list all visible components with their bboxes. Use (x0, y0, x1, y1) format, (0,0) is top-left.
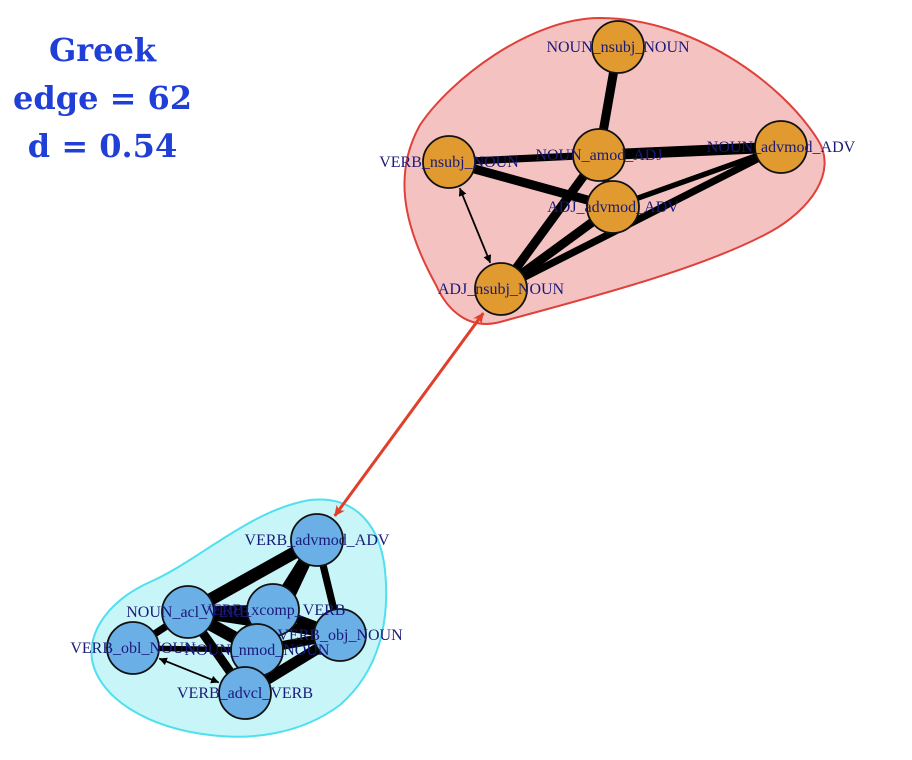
node-label-ADJ_advmod_ADV: ADJ_advmod_ADV (547, 199, 679, 216)
node-ADJ_nsubj_NOUN (474, 262, 528, 316)
inter-community-edge-layer (333, 312, 485, 517)
node-label-NOUN_nmod_NOUN: NOUN_nmod_NOUN (185, 642, 330, 659)
edge-NOUN_advmod_ADV-ADJ_nsubj_NOUN (497, 143, 785, 293)
node-ADJ_advmod_ADV (586, 180, 640, 234)
node-NOUN_nsubj_NOUN (591, 20, 645, 74)
node-label-VERB_obj_NOUN: VERB_obj_NOUN (277, 627, 403, 644)
inter-community-edge (333, 312, 485, 517)
node-label-VERB_xcomp_VERB: VERB_xcomp_VERB (201, 602, 346, 619)
node-NOUN_amod_ADJ (572, 128, 626, 182)
node-label-NOUN_amod_ADJ: NOUN_amod_ADJ (535, 147, 662, 164)
nodes-layer (106, 20, 808, 720)
node-label-VERB_advcl_VERB: VERB_advcl_VERB (177, 685, 313, 702)
edge-VERB_obl_NOUN-VERB_advcl_VERB (158, 657, 220, 684)
node-label-VERB_obl_NOUN: VERB_obl_NOUN (70, 640, 196, 657)
edge-NOUN_advmod_ADV-ADJ_advmod_ADV (610, 144, 784, 210)
labels-layer: NOUN_nsubj_NOUN VERB_nsubj_NOUN NOUN_amod_… (70, 39, 855, 702)
node-NOUN_advmod_ADV (754, 120, 808, 174)
edge-NOUN_amod_ADJ-ADJ_nsubj_NOUN (496, 150, 604, 294)
node-VERB_obl_NOUN (106, 621, 160, 675)
edge-VERB_nsubj_NOUN-ADJ_nsubj_NOUN (458, 187, 492, 264)
node-VERB_nsubj_NOUN (422, 135, 476, 189)
node-VERB_obj_NOUN (313, 608, 367, 662)
node-VERB_advcl_VERB (218, 666, 272, 720)
node-NOUN_acl_VERB (161, 585, 215, 639)
node-label-VERB_nsubj_NOUN: VERB_nsubj_NOUN (379, 154, 519, 171)
title-language: Greek (48, 31, 157, 69)
title-edge-count: edge = 62 (12, 79, 193, 117)
node-label-ADJ_nsubj_NOUN: ADJ_nsubj_NOUN (438, 281, 565, 298)
node-label-NOUN_acl_VERB: NOUN_acl_VERB (126, 604, 250, 621)
edge-VERB_nsubj_NOUN-ADJ_advmod_ADV (444, 157, 618, 212)
node-VERB_advmod_ADV (290, 513, 344, 567)
node-label-NOUN_nsubj_NOUN: NOUN_nsubj_NOUN (546, 39, 690, 56)
node-label-NOUN_advmod_ADV: NOUN_advmod_ADV (707, 139, 856, 156)
node-label-VERB_advmod_ADV: VERB_advmod_ADV (245, 532, 390, 549)
edge-NOUN_amod_ADJ-NOUN_advmod_ADV (593, 141, 787, 161)
title-density: d = 0.54 (27, 127, 178, 165)
